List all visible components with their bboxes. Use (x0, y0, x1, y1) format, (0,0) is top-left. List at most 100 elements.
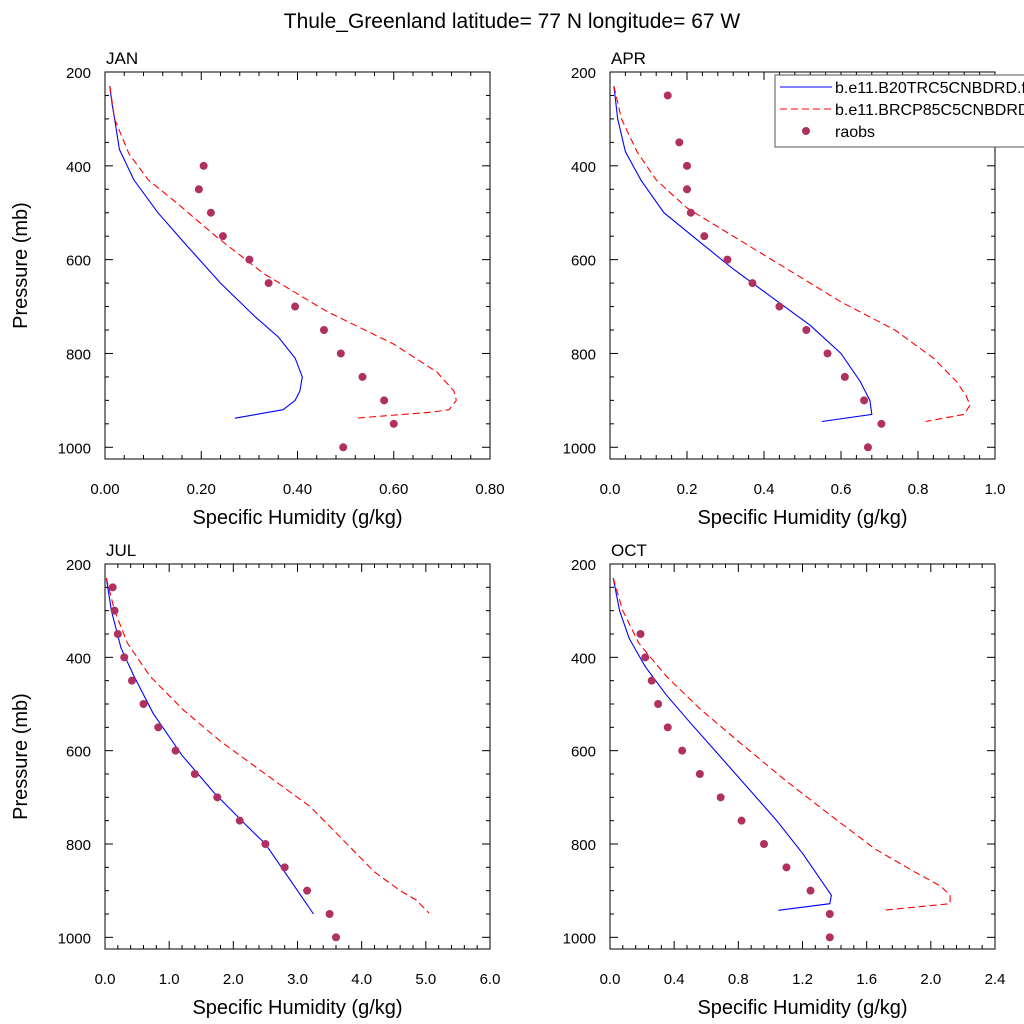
x-tick-label: 0.8 (728, 971, 749, 988)
x-tick-label: 0.2 (677, 481, 698, 498)
y-tick-label: 600 (66, 253, 91, 270)
raobs-point (782, 863, 791, 872)
raobs-point (760, 840, 768, 848)
series-group (105, 577, 430, 942)
raobs-point (806, 886, 815, 895)
y-tick-label: 1000 (58, 930, 91, 947)
legend-marker (802, 127, 810, 135)
legend: b.e11.B20TRC5CNBDRD.f09_g16.001 b.e11.BRC… (774, 74, 1024, 148)
panel-jul: 200 400 600 800 1000 0.0 1.0 2.0 3.0 4.0 5.0 6.0 JUL… (10, 541, 500, 1019)
raobs-point (663, 91, 672, 100)
rcp85-line (612, 577, 951, 911)
raobs-point (748, 279, 757, 288)
y-tick-label: 400 (66, 159, 91, 176)
raobs-point (218, 232, 227, 241)
raobs-point (641, 653, 650, 662)
raobs-point (127, 676, 136, 685)
y-tick-label: 200 (571, 65, 596, 82)
x-tick-label: 0.0 (600, 481, 621, 498)
panel-apr: 200 400 600 800 1000 0.0 0.2 0.4 0.6 0.8 1.0 APR Spe… (563, 49, 1006, 529)
raobs-point (245, 255, 254, 264)
raobs-point (877, 419, 886, 428)
x-axis-label: Specific Humidity (g/kg) (697, 997, 907, 1019)
x-tick-label: 5.0 (415, 971, 436, 988)
raobs-point (683, 185, 691, 194)
raobs-point (199, 161, 208, 170)
raobs-point (280, 863, 289, 872)
y-tick-label: 800 (66, 837, 91, 854)
raobs-point (737, 816, 746, 825)
y-tick-label: 800 (571, 837, 596, 854)
x-tick-label: 0.8 (908, 481, 929, 498)
x-tick-label: 0.60 (379, 481, 408, 498)
raobs-point (823, 349, 832, 358)
raobs-point (194, 185, 203, 194)
historical-line (612, 577, 832, 911)
raobs-point (291, 302, 300, 311)
raobs-point (332, 933, 340, 942)
y-tick-label: 400 (571, 650, 596, 667)
raobs-point (206, 208, 215, 217)
x-tick-label: 2.4 (985, 971, 1006, 988)
raobs-point (647, 676, 656, 685)
raobs-point (654, 700, 663, 708)
raobs-point (113, 630, 122, 638)
series-group (612, 577, 951, 942)
x-tick-label: 3.0 (287, 971, 308, 988)
raobs-point (802, 326, 811, 334)
x-tick-label: 0.4 (664, 971, 685, 988)
raobs-point (683, 161, 691, 170)
raobs-point (339, 443, 348, 452)
raobs-point (190, 770, 199, 778)
y-tick-label: 600 (571, 253, 596, 270)
x-tick-label: 1.0 (985, 481, 1006, 498)
panel-title: APR (611, 49, 646, 68)
figure-title: Thule_Greenland latitude= 77 N longitude… (284, 10, 741, 33)
raobs-point (840, 372, 849, 381)
raobs-point (775, 302, 784, 311)
x-tick-label: 2.0 (223, 971, 244, 988)
y-tick-label: 1000 (58, 440, 91, 457)
legend-label: b.e11.BRCP85C5CNBDRD.f09_g16.001 (835, 102, 1024, 119)
raobs-point (863, 443, 872, 452)
series-group (109, 86, 457, 452)
raobs-point (110, 606, 119, 615)
raobs-point (358, 372, 367, 381)
y-axis-label: Pressure (mb) (10, 693, 32, 820)
y-tick-label: 400 (571, 159, 596, 176)
raobs-point (723, 255, 732, 264)
raobs-point (389, 419, 398, 428)
raobs-point (336, 349, 345, 358)
plot-frame (609, 71, 996, 460)
x-axis-label: Specific Humidity (g/kg) (192, 507, 402, 529)
x-tick-label: 0.4 (754, 481, 775, 498)
raobs-point (261, 840, 270, 848)
raobs-point (171, 746, 180, 755)
x-axis-label: Specific Humidity (g/kg) (192, 997, 402, 1019)
x-tick-label: 0.0 (600, 971, 621, 988)
raobs-point (860, 396, 869, 405)
x-tick-label: 0.00 (90, 481, 119, 498)
y-tick-label: 800 (571, 346, 596, 363)
plot-frame (609, 563, 996, 950)
rcp85-line (613, 85, 971, 423)
y-tick-label: 200 (66, 65, 91, 82)
x-tick-label: 0.20 (187, 481, 216, 498)
legend-label: b.e11.B20TRC5CNBDRD.f09_g16.001 (835, 80, 1024, 97)
panels: 200 400 600 800 1000 0.00 0.20 0.40 0.60 0.80 JAN S… (10, 49, 1005, 1019)
x-tick-label: 1.0 (159, 971, 180, 988)
raobs-point (380, 396, 389, 405)
series-group (613, 85, 971, 452)
y-tick-label: 200 (571, 557, 596, 574)
historical-line (105, 577, 314, 915)
x-tick-label: 0.40 (283, 481, 312, 498)
raobs-point (325, 910, 334, 918)
x-tick-label: 0.80 (475, 481, 504, 498)
y-tick-label: 1000 (563, 930, 596, 947)
panel-title: JAN (106, 49, 138, 68)
legend-label: raobs (835, 124, 875, 141)
raobs-point (663, 723, 672, 732)
raobs-point (213, 793, 222, 802)
raobs-point (695, 770, 704, 778)
x-tick-label: 4.0 (351, 971, 372, 988)
